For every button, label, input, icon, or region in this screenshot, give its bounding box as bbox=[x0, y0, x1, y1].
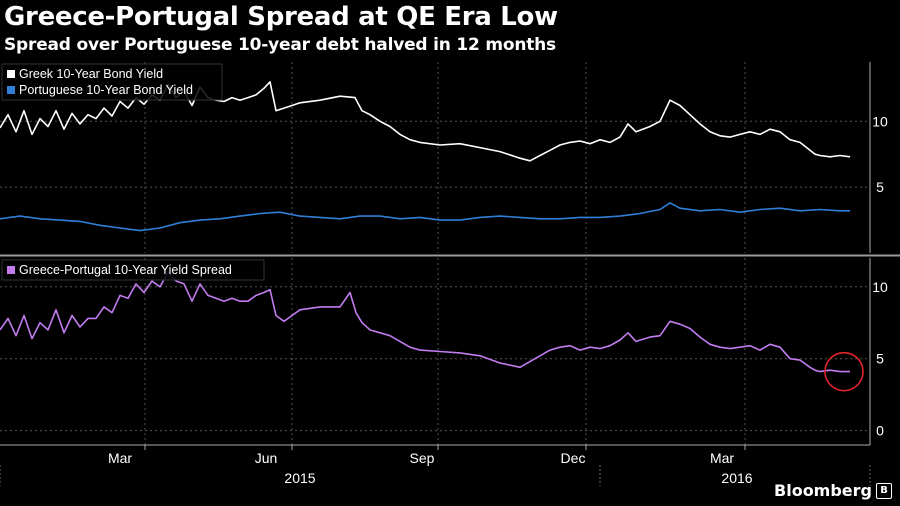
legend-label-0-1: Portuguese 10-Year Bond Yield bbox=[19, 83, 193, 97]
legend-swatch-0-1 bbox=[7, 86, 15, 94]
legend-label-0-0: Greek 10-Year Bond Yield bbox=[19, 67, 163, 81]
y-tick-label-1-0: 0 bbox=[876, 423, 884, 439]
x-year-label-0: 2015 bbox=[284, 470, 315, 486]
chart-title: Greece-Portugal Spread at QE Era Low bbox=[4, 2, 558, 32]
x-tick-label-1: Jun bbox=[255, 450, 278, 466]
terminal-icon: B bbox=[876, 482, 892, 499]
y-tick-label-0-1: 10 bbox=[872, 113, 888, 129]
y-tick-label-1-1: 5 bbox=[876, 351, 884, 367]
legend-box-1 bbox=[1, 259, 265, 281]
legend-box-0 bbox=[1, 63, 223, 101]
legend-swatch-1-0 bbox=[7, 266, 15, 274]
x-tick-label-3: Dec bbox=[561, 450, 586, 466]
x-tick-label-0: Mar bbox=[108, 450, 132, 466]
x-tick-label-2: Sep bbox=[410, 450, 435, 466]
x-year-label-1: 2016 bbox=[721, 470, 752, 486]
series-line-0-0 bbox=[0, 81, 851, 162]
y-tick-label-0-0: 5 bbox=[876, 179, 884, 195]
chart-subtitle: Spread over Portuguese 10-year debt halv… bbox=[4, 35, 556, 55]
legend-label-1-0: Greece-Portugal 10-Year Yield Spread bbox=[19, 263, 232, 277]
brand-logo: Bloomberg B bbox=[774, 481, 892, 500]
legend-swatch-0-0 bbox=[7, 70, 15, 78]
y-tick-label-1-2: 10 bbox=[872, 279, 888, 295]
x-tick-label-4: Mar bbox=[710, 450, 734, 466]
series-line-0-1 bbox=[0, 202, 850, 232]
highlight-circle bbox=[824, 351, 864, 392]
brand-name: Bloomberg bbox=[774, 481, 872, 500]
series-line-1-0 bbox=[0, 271, 850, 373]
